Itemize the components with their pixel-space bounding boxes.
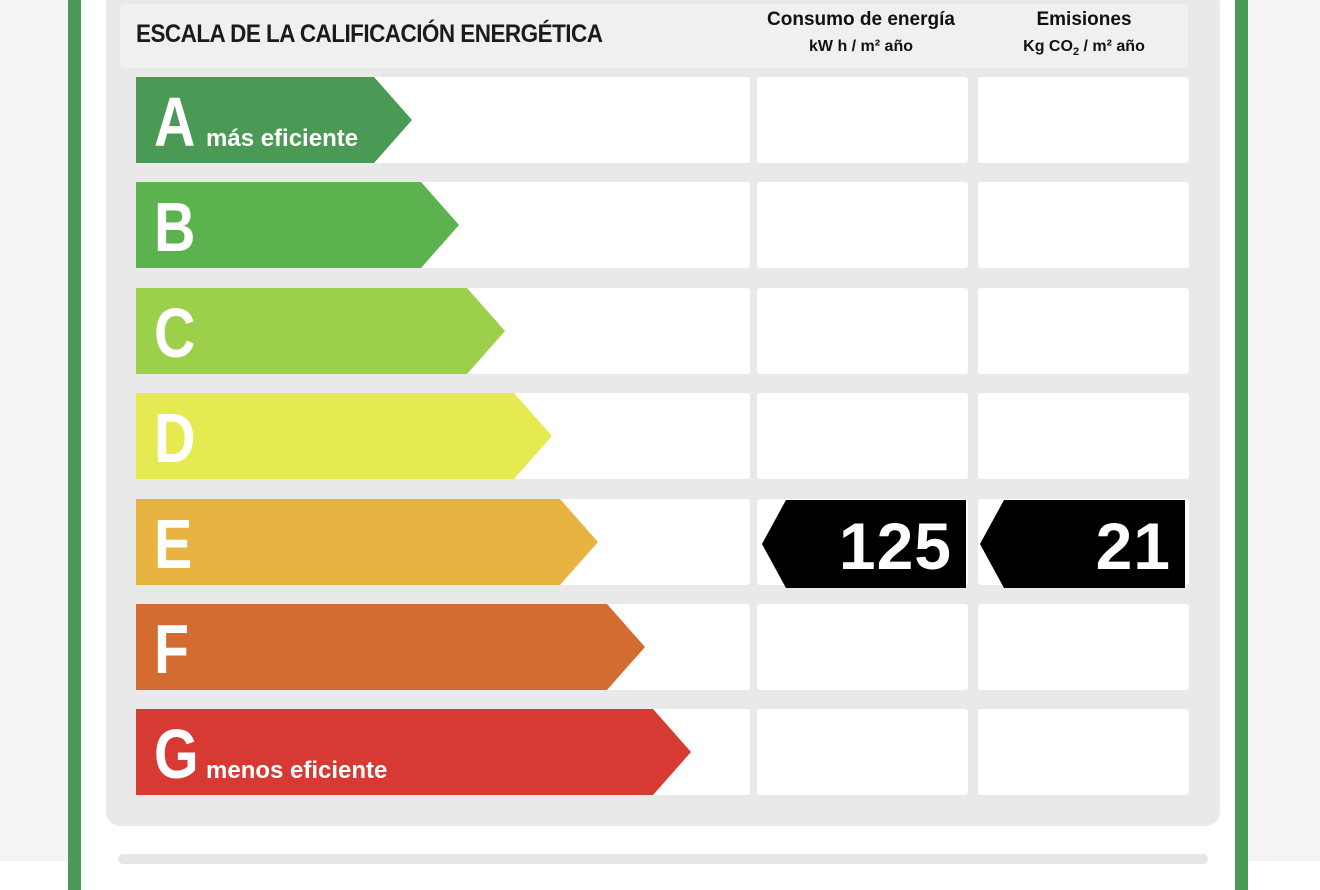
rating-description-g: menos eficiente xyxy=(206,757,388,784)
rating-arrow-shape-d xyxy=(136,393,552,479)
emisiones-cell-a xyxy=(978,77,1189,163)
emisiones-value: 21 xyxy=(1095,509,1171,583)
consumo-value: 125 xyxy=(838,509,952,583)
consumo-badge-shape xyxy=(762,500,966,588)
rating-letter-c: C xyxy=(154,294,196,372)
consumo-cell-d xyxy=(757,393,968,479)
emisiones-cell-d xyxy=(978,393,1189,479)
emisiones-badge-shape xyxy=(980,500,1185,588)
consumo-cell-a xyxy=(757,77,968,163)
header-strip xyxy=(120,4,1188,68)
emisiones-value-badge: 21 xyxy=(980,500,1185,590)
emisiones-unit: Kg CO2 / m² año xyxy=(1023,38,1145,59)
consumo-column-header: Consumo de energía kW h / m² año xyxy=(756,9,966,57)
rating-letter-e: E xyxy=(154,505,193,583)
rating-letter-f: F xyxy=(154,610,190,688)
rating-letter-g: G xyxy=(154,715,199,793)
consumo-unit: kW h / m² año xyxy=(809,38,913,55)
rating-letter-a: A xyxy=(154,83,196,161)
rating-arrow-b: B xyxy=(136,182,459,268)
label-title: ESCALA DE LA CALIFICACIÓN ENERGÉTICA xyxy=(136,20,603,48)
consumo-cell-b xyxy=(757,182,968,268)
consumo-value-badge: 125 xyxy=(762,500,966,590)
rating-arrow-shape-b xyxy=(136,182,459,268)
rating-arrow-shape-c xyxy=(136,288,505,374)
emisiones-cell-f xyxy=(978,604,1189,690)
rating-arrow-shape-g xyxy=(136,709,691,795)
consumo-cell-f xyxy=(757,604,968,690)
next-panel-edge xyxy=(118,854,1208,864)
consumo-cell-c xyxy=(757,288,968,374)
rating-arrow-shape-f xyxy=(136,604,645,690)
rating-arrow-f: F xyxy=(136,604,645,690)
rating-letter-d: D xyxy=(154,399,196,477)
rating-arrow-d: D xyxy=(136,393,552,479)
emisiones-column-header: Emisiones Kg CO2 / m² año xyxy=(978,9,1190,62)
emisiones-cell-c xyxy=(978,288,1189,374)
rating-arrow-shape-e xyxy=(136,499,598,585)
consumo-label: Consumo de energía xyxy=(767,9,955,30)
emisiones-cell-g xyxy=(978,709,1189,795)
rating-arrow-c: C xyxy=(136,288,505,374)
emisiones-label: Emisiones xyxy=(1036,9,1132,30)
rating-arrow-e: E xyxy=(136,499,598,585)
rating-letter-b: B xyxy=(154,188,196,266)
emisiones-cell-b xyxy=(978,182,1189,268)
consumo-cell-g xyxy=(757,709,968,795)
rating-arrow-shape-a xyxy=(136,77,412,163)
rating-description-a: más eficiente xyxy=(206,125,359,152)
